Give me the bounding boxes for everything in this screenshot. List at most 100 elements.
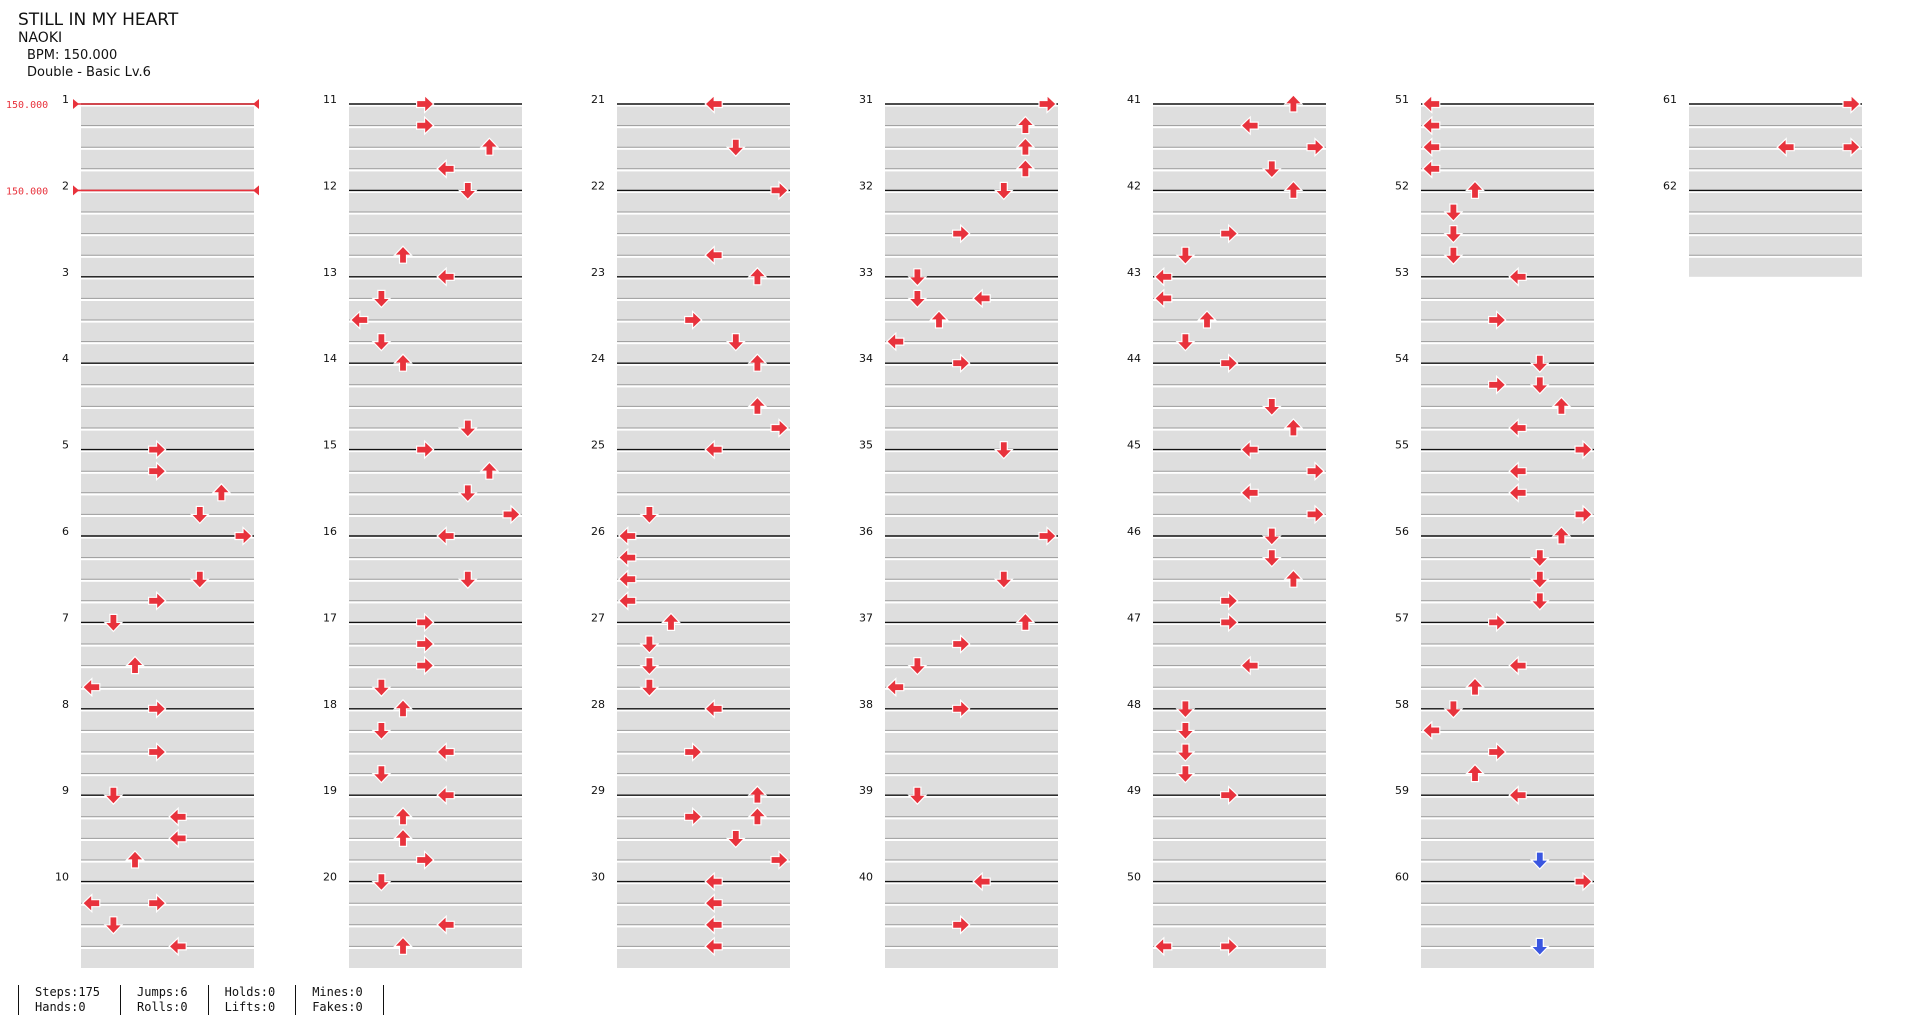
- right-arrow-icon: [1306, 137, 1325, 158]
- down-arrow-icon: [1529, 937, 1550, 957]
- beat-band: [617, 387, 790, 407]
- beat-band: [81, 193, 254, 212]
- beat-band: [1421, 797, 1594, 817]
- measure-number: 30: [591, 871, 605, 884]
- left-arrow-icon: [885, 331, 905, 352]
- beat-band: [885, 538, 1058, 558]
- beat-band: [885, 949, 1058, 968]
- up-arrow-icon: [1465, 763, 1485, 783]
- beat-band: [885, 754, 1058, 774]
- beat-band: [1153, 214, 1326, 234]
- down-arrow-icon: [1175, 721, 1196, 741]
- stat-fakes: Fakes:0: [312, 1000, 363, 1014]
- left-arrow-icon: [1421, 115, 1441, 136]
- song-artist: NAOKI: [18, 30, 63, 46]
- beat-band: [81, 603, 254, 623]
- beat-band: [1421, 149, 1594, 169]
- beat-band: [1421, 495, 1594, 515]
- beat-band: [81, 797, 254, 817]
- beat-band: [349, 905, 522, 925]
- right-arrow-icon: [416, 115, 435, 136]
- beat-band: [1421, 430, 1594, 450]
- beat-band: [885, 279, 1058, 299]
- measure-number: 40: [859, 871, 873, 884]
- left-arrow-icon: [885, 677, 905, 698]
- measure-number: 12: [323, 179, 337, 192]
- beat-band: [885, 473, 1058, 493]
- beat-band: [1153, 819, 1326, 839]
- beat-band: [81, 149, 254, 169]
- beat-band: [1421, 473, 1594, 493]
- beat-band: [1421, 236, 1594, 256]
- beat-band: [81, 473, 254, 493]
- beat-band: [1153, 301, 1326, 320]
- down-arrow-icon: [371, 333, 392, 352]
- down-arrow-icon: [1175, 333, 1196, 352]
- beat-band: [349, 128, 522, 148]
- beat-band: [885, 236, 1058, 256]
- beat-band: [1421, 344, 1594, 364]
- down-arrow-icon: [907, 656, 928, 676]
- down-arrow-icon: [1529, 376, 1550, 395]
- beat-band: [885, 517, 1058, 536]
- measure-number: 20: [323, 871, 337, 884]
- measure-number: 16: [323, 525, 337, 538]
- beat-band: [1421, 646, 1594, 666]
- beat-band: [1421, 927, 1594, 947]
- measure-number: 37: [859, 611, 873, 624]
- stat-col-jumps: Jumps:6 Rolls:0: [120, 985, 208, 1015]
- beat-band: [617, 581, 790, 601]
- beat-band: [1421, 279, 1594, 299]
- beat-band: [617, 711, 790, 731]
- beat-band: [81, 538, 254, 558]
- right-arrow-icon: [1574, 439, 1593, 460]
- measure-number: 5: [62, 439, 69, 452]
- down-arrow-icon: [725, 333, 746, 352]
- left-arrow-icon: [81, 893, 101, 914]
- beat-band: [81, 733, 254, 752]
- right-arrow-icon: [770, 850, 789, 870]
- right-arrow-icon: [1219, 353, 1239, 374]
- measure-number: 59: [1395, 784, 1409, 797]
- beat-band: [1421, 711, 1594, 731]
- right-arrow-icon: [148, 893, 167, 914]
- right-arrow-icon: [502, 504, 521, 525]
- measure-number: 18: [323, 698, 337, 711]
- beat-band: [1421, 452, 1594, 472]
- beat-band: [81, 236, 254, 256]
- right-arrow-icon: [951, 634, 971, 654]
- left-arrow-icon: [1153, 266, 1173, 287]
- beat-band: [1153, 625, 1326, 644]
- beat-band: [349, 538, 522, 558]
- down-arrow-icon: [639, 678, 660, 698]
- left-arrow-icon: [617, 547, 637, 568]
- beat-band: [1153, 106, 1326, 126]
- down-arrow-icon: [1261, 548, 1282, 568]
- beat-band: [1153, 452, 1326, 472]
- beat-band: [1153, 517, 1326, 536]
- up-arrow-icon: [1015, 158, 1036, 178]
- song-title: STILL IN MY HEART: [18, 10, 179, 30]
- beat-band: [617, 106, 790, 126]
- beat-band: [349, 711, 522, 731]
- left-arrow-icon: [617, 569, 637, 590]
- right-arrow-icon: [1038, 526, 1057, 546]
- beat-band: [1153, 711, 1326, 731]
- beat-band: [885, 257, 1058, 277]
- beat-band: [349, 279, 522, 299]
- beat-band: [617, 733, 790, 752]
- beat-band: [349, 733, 522, 752]
- right-arrow-icon: [1219, 590, 1239, 611]
- measure-number: 26: [591, 525, 605, 538]
- right-arrow-icon: [1574, 871, 1593, 892]
- beat-band: [81, 322, 254, 342]
- down-arrow-icon: [1261, 397, 1282, 417]
- beat-band: [349, 236, 522, 256]
- right-arrow-icon: [1219, 223, 1239, 244]
- stat-hands: Hands:0: [35, 1000, 86, 1014]
- beat-band: [1153, 905, 1326, 925]
- beat-band: [349, 301, 522, 320]
- beat-band: [1153, 365, 1326, 385]
- stat-steps: Steps:175: [35, 985, 101, 999]
- up-arrow-icon: [929, 310, 949, 329]
